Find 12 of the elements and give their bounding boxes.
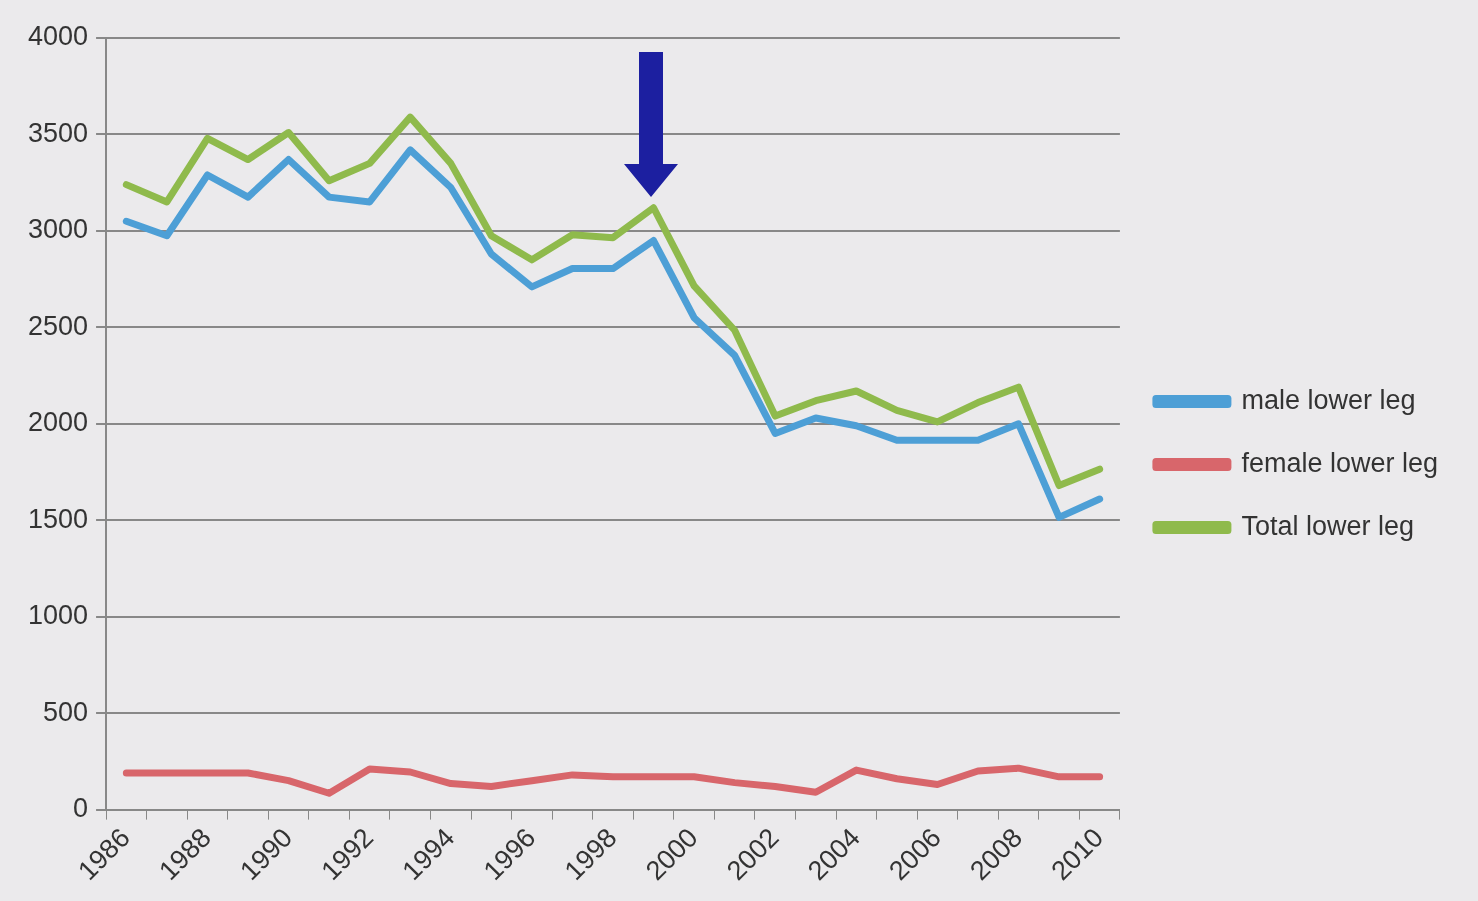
legend-label: male lower leg xyxy=(1241,384,1416,415)
y-tick-label: 500 xyxy=(43,696,89,727)
legend-label: female lower leg xyxy=(1241,447,1438,478)
legend-label: Total lower leg xyxy=(1241,510,1414,541)
y-tick-label: 3500 xyxy=(27,117,89,148)
y-tick-label: 1000 xyxy=(27,600,89,631)
y-tick-label: 2000 xyxy=(27,407,89,438)
y-tick-label: 4000 xyxy=(27,21,89,52)
y-tick-label: 1500 xyxy=(27,503,89,534)
y-tick-label: 0 xyxy=(73,793,89,824)
y-tick-label: 2500 xyxy=(27,310,89,341)
y-tick-label: 3000 xyxy=(27,214,89,245)
